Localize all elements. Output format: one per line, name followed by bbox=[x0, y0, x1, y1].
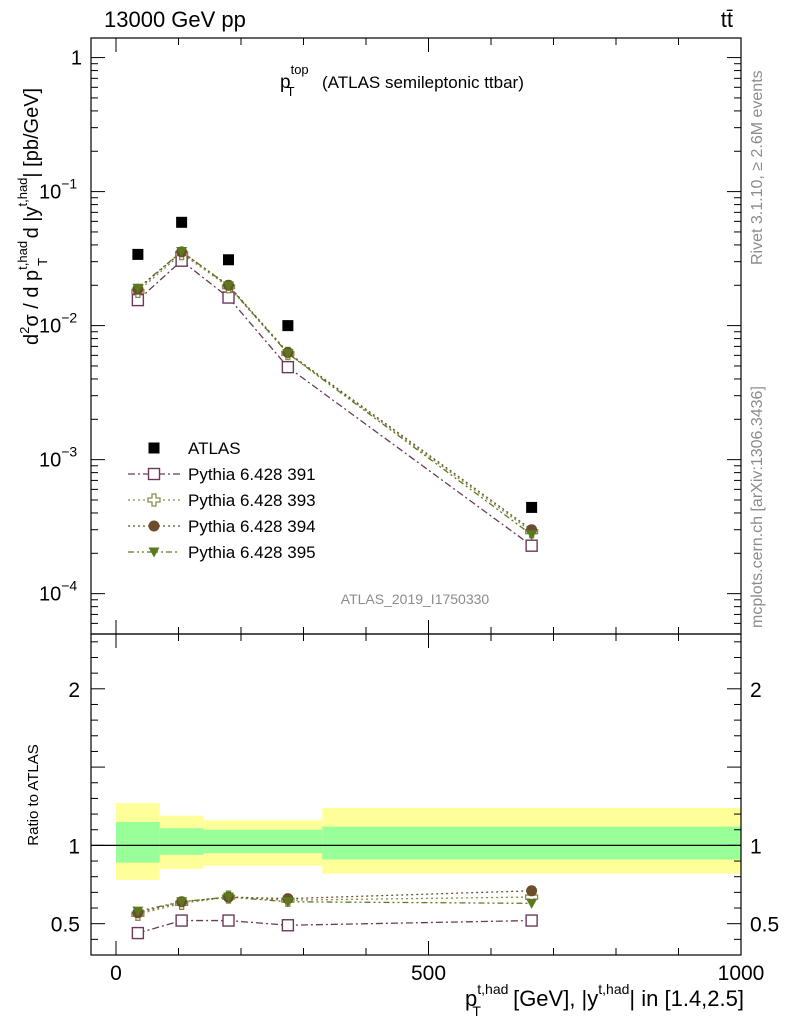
ratio-point-s1-0 bbox=[131, 926, 145, 940]
x-tick-label-0: 0 bbox=[110, 962, 122, 985]
legend-marker-2 bbox=[147, 493, 161, 507]
main-y-tick-base: 10 bbox=[39, 182, 61, 204]
atlas-point-0 bbox=[132, 248, 144, 260]
ratio-band-green-3 bbox=[322, 826, 741, 860]
xlabel-sup2: t,had bbox=[598, 981, 629, 997]
x-tick-label-1: 500 bbox=[411, 962, 446, 985]
ratio-point-s4-3 bbox=[282, 897, 294, 908]
main-ylabel: d2σ / d pt,had T d |yt,had| [pb/GeV] bbox=[15, 88, 50, 345]
ratio-point-s1-4 bbox=[525, 914, 538, 927]
x-tick-label-2: 1000 bbox=[718, 962, 765, 985]
main-y-tick-exp: −4 bbox=[61, 578, 77, 594]
main-point-s4-2 bbox=[223, 281, 234, 292]
ratio-series-line-2 bbox=[137, 896, 532, 915]
main-point-s1-4 bbox=[525, 539, 538, 552]
ratio-point-s4-1 bbox=[176, 897, 188, 908]
legend: ATLAS Pythia 6.428 391 Pythia 6.428 393 Pyt… bbox=[128, 439, 316, 562]
ratio-y-tick-label-right-2: 2 bbox=[750, 679, 762, 702]
legend-label-2: Pythia 6.428 393 bbox=[188, 491, 316, 510]
xlabel-main: p bbox=[465, 986, 477, 1011]
ratio-ylabel: Ratio to ATLAS bbox=[25, 744, 42, 845]
xlabel-sub: T bbox=[472, 1003, 481, 1019]
main-y-tick-label-2: 10−2 bbox=[39, 310, 77, 338]
atlas-point-4 bbox=[526, 501, 538, 513]
ratio-frame bbox=[90, 633, 742, 956]
plot-title: ptop T bbox=[280, 62, 309, 99]
ratio-y-tick-label-right-0: 0.5 bbox=[750, 914, 779, 937]
rivet-label: Rivet 3.1.10, ≥ 2.6M events bbox=[749, 70, 766, 265]
title-rest: (ATLAS semileptonic ttbar) bbox=[322, 73, 524, 92]
legend-marker-1 bbox=[147, 467, 161, 481]
title-main: p bbox=[280, 72, 291, 93]
xlabel-end: | in [1.4,2.5] bbox=[629, 986, 744, 1011]
main-y-tick-label-0: 1 bbox=[71, 48, 82, 70]
main-series-line-1 bbox=[137, 259, 533, 547]
main-y-tick-exp: −3 bbox=[61, 444, 77, 460]
main-y-tick-label-1: 10−1 bbox=[39, 176, 77, 204]
main-y-tick-base: 10 bbox=[39, 584, 61, 606]
main-y-tick-base: 10 bbox=[39, 316, 61, 338]
ratio-xlabel: pt,had T [GeV], |yt,had| in [1.4,2.5] bbox=[465, 981, 744, 1019]
ratio-point-s4-2 bbox=[223, 892, 234, 903]
ratio-point-s1-1 bbox=[175, 914, 188, 927]
ratio-point-s4-0 bbox=[132, 906, 144, 917]
main-point-s1-2 bbox=[222, 291, 235, 304]
xlabel-mid: [GeV], |y bbox=[507, 986, 598, 1011]
ratio-y-tick-label-left-0: 0.5 bbox=[51, 914, 80, 937]
main-y-tick-exp: −2 bbox=[61, 310, 77, 326]
legend-label-1: Pythia 6.428 391 bbox=[188, 465, 316, 484]
legend-label-0: ATLAS bbox=[188, 439, 241, 458]
atlas-point-2 bbox=[223, 254, 234, 266]
atlas-point-1 bbox=[176, 216, 188, 228]
ratio-band-green-2 bbox=[203, 829, 323, 854]
main-series-line-3 bbox=[137, 251, 533, 531]
main-series-line-2 bbox=[137, 252, 533, 533]
main-y-tick-base: 10 bbox=[39, 450, 61, 472]
ratio-band-green-0 bbox=[116, 821, 160, 863]
main-y-tick-label-4: 10−4 bbox=[39, 578, 77, 606]
mcplots-label: mcplots.cern.ch [arXiv:1306.3436] bbox=[749, 386, 766, 628]
ratio-point-s1-2 bbox=[222, 914, 235, 927]
main-point-s4-4 bbox=[526, 530, 538, 541]
legend-label-3: Pythia 6.428 394 bbox=[188, 517, 316, 536]
ratio-point-s4-4 bbox=[526, 898, 538, 909]
ratio-series-line-1 bbox=[137, 919, 532, 934]
legend-marker-0 bbox=[148, 442, 160, 454]
ratio-panel: 0 500 1000 0.5 0.5 1 1 2 2 bbox=[51, 633, 779, 985]
main-point-s4-3 bbox=[282, 348, 294, 359]
atlas-point-3 bbox=[282, 320, 294, 332]
ratio-band-green-1 bbox=[159, 828, 204, 855]
ratio-series-line-4 bbox=[137, 896, 532, 912]
main-y-tick-label-3: 10−3 bbox=[39, 444, 77, 472]
legend-marker-4 bbox=[148, 547, 160, 558]
main-point-s4-1 bbox=[176, 247, 188, 258]
main-point-s1-3 bbox=[281, 360, 295, 374]
main-y-tick-exp: −1 bbox=[61, 176, 77, 192]
title-sup: top bbox=[291, 62, 309, 77]
legend-label-4: Pythia 6.428 395 bbox=[188, 543, 316, 562]
main-point-s4-0 bbox=[132, 283, 144, 294]
ratio-point-s3-4 bbox=[526, 885, 538, 897]
analysis-watermark: ATLAS_2019_I1750330 bbox=[341, 591, 490, 607]
ratio-point-s1-3 bbox=[281, 919, 295, 932]
ratio-y-tick-label-right-1: 1 bbox=[750, 835, 762, 858]
ratio-y-tick-label-left-2: 2 bbox=[68, 679, 80, 702]
legend-marker-3 bbox=[148, 520, 160, 532]
main-panel: 110−110−210−310−4 bbox=[39, 37, 742, 635]
process-label: tt̄ bbox=[721, 7, 733, 32]
ratio-y-tick-label-left-1: 1 bbox=[68, 835, 80, 858]
xlabel-sup: t,had bbox=[477, 981, 508, 997]
energy-label: 13000 GeV pp bbox=[104, 7, 246, 32]
title-sub: T bbox=[287, 84, 295, 99]
